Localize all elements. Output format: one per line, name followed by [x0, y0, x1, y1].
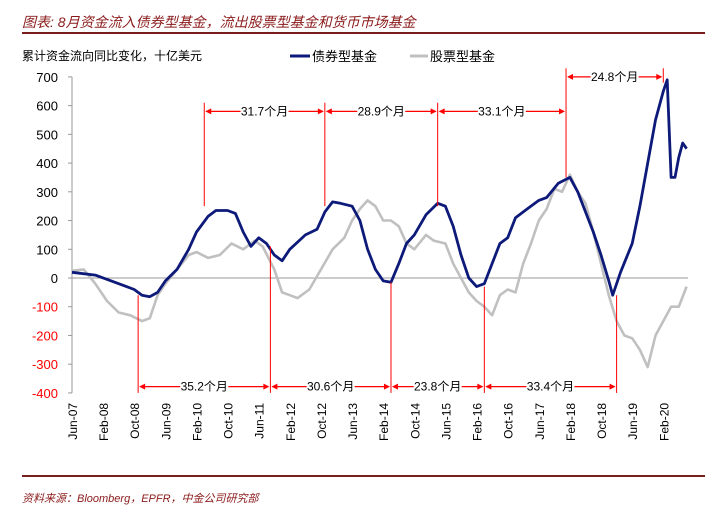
bottom-interval-arrow-head-left — [391, 383, 398, 390]
bottom-interval-arrow-head-right — [383, 383, 390, 390]
bottom-interval-arrow-head-right — [263, 383, 270, 390]
y-tick-label: 700 — [36, 70, 58, 85]
top-interval-arrow-head-right — [559, 108, 566, 115]
y-tick-label: -300 — [32, 357, 58, 372]
legend-label-bond: 债券型基金 — [312, 49, 377, 64]
x-tick-label: Jun-17 — [533, 403, 547, 440]
bottom-interval-label: 30.6个月 — [307, 380, 354, 394]
x-tick-label: Oct-12 — [315, 403, 329, 439]
top-interval-label: 33.1个月 — [478, 104, 525, 118]
x-tick-label: Feb-18 — [564, 403, 578, 441]
x-tick-label: Feb-10 — [190, 403, 204, 441]
series-line-equity — [71, 173, 688, 369]
top-interval-arrow-head-left — [325, 108, 332, 115]
series-line-bond — [71, 78, 688, 299]
top-interval-label-bg — [357, 103, 406, 119]
bottom-interval-arrow-head-left — [139, 383, 146, 390]
top-interval-arrow-head-left — [438, 108, 445, 115]
top-interval-arrow-head-left — [567, 73, 574, 80]
y-tick-label: 0 — [51, 271, 58, 286]
y-tick-label: -400 — [32, 386, 58, 401]
bottom-interval-label-bg — [413, 378, 462, 394]
bottom-interval-label-bg — [526, 378, 575, 394]
x-tick-label: Jun-15 — [439, 403, 453, 440]
bottom-interval-arrow-head-left — [485, 383, 492, 390]
top-interval-label-bg — [477, 103, 526, 119]
figure-title: 图表: 8月资金流入债券型基金，流出股票型基金和货币市场基金 — [22, 14, 416, 30]
top-interval-label: 28.9个月 — [358, 104, 405, 118]
x-tick-label: Feb-08 — [97, 403, 111, 441]
x-tick-label: Oct-14 — [408, 403, 422, 439]
y-tick-label: 600 — [36, 99, 58, 114]
bottom-interval-arrow-head-right — [609, 383, 616, 390]
title-rule — [22, 32, 705, 34]
y-tick-label: 200 — [36, 214, 58, 229]
legend-label-equity: 股票型基金 — [430, 49, 495, 64]
top-interval-label: 31.7个月 — [241, 104, 288, 118]
top-interval-arrow-head-right — [430, 108, 437, 115]
bottom-interval-label-bg — [180, 378, 229, 394]
x-tick-label: Jun-09 — [159, 403, 173, 440]
top-interval-label: 24.8个月 — [591, 70, 638, 84]
top-interval-label-bg — [240, 103, 289, 119]
y-tick-label: 500 — [36, 127, 58, 142]
source-note: 资料来源：Bloomberg，EPFR，中金公司研究部 — [22, 493, 259, 505]
bottom-interval-label-bg — [306, 378, 355, 394]
y-tick-label: -200 — [32, 328, 58, 343]
x-tick-label: Jun-11 — [253, 403, 267, 439]
x-tick-label: Feb-20 — [657, 403, 671, 441]
top-interval-arrow-head-right — [656, 73, 663, 80]
y-axis-label: 累计资金流向同比变化，十亿美元 — [22, 48, 202, 63]
x-tick-label: Oct-08 — [128, 403, 142, 439]
x-tick-label: Jun-07 — [66, 403, 80, 440]
bottom-interval-arrow-head-right — [477, 383, 484, 390]
bottom-interval-arrow-head-left — [271, 383, 278, 390]
y-tick-label: 100 — [36, 242, 58, 257]
x-tick-label: Oct-18 — [595, 403, 609, 439]
bottom-interval-label: 23.8个月 — [414, 380, 461, 394]
x-tick-label: Oct-10 — [222, 403, 236, 439]
line-chart: 700 600 500 400 300 200 100 0 -100 -200 -300 -400 Ju… — [22, 48, 688, 441]
x-tick-label: Feb-16 — [471, 403, 485, 441]
top-interval-arrow-head-right — [317, 108, 324, 115]
x-tick-label: Feb-12 — [284, 403, 298, 441]
x-tick-label: Jun-19 — [626, 403, 640, 440]
bottom-interval-label: 35.2个月 — [181, 380, 228, 394]
footer-rule — [22, 475, 705, 477]
x-tick-label: Oct-16 — [502, 403, 516, 439]
top-interval-label-bg — [590, 68, 639, 84]
bottom-interval-label: 33.4个月 — [527, 380, 574, 394]
x-tick-label: Jun-13 — [346, 403, 360, 440]
x-tick-label: Feb-14 — [377, 403, 391, 441]
top-interval-arrow-head-left — [205, 108, 212, 115]
y-tick-label: 400 — [36, 156, 58, 171]
y-tick-label: -100 — [32, 300, 58, 315]
y-tick-label: 300 — [36, 185, 58, 200]
